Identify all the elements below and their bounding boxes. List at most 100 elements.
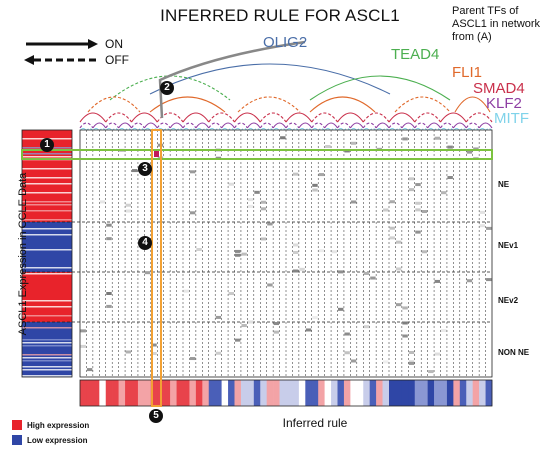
arc-klf2 <box>156 122 171 129</box>
expression-stripe <box>22 369 72 371</box>
matrix-cell <box>344 332 350 336</box>
rule-strip-cell <box>356 380 364 406</box>
arc-smad4 <box>388 112 416 123</box>
arc-fli1 <box>87 96 141 113</box>
rule-strip-cell <box>363 380 370 406</box>
matrix-cell <box>189 357 196 361</box>
matrix-cell <box>247 198 254 202</box>
rule-strip-cell <box>376 380 383 406</box>
rule-strip-cell <box>440 380 448 406</box>
arc-smad4 <box>440 112 467 123</box>
expression-stripe <box>22 342 72 344</box>
arc-smad4 <box>337 112 364 123</box>
arc-klf2 <box>182 122 197 129</box>
matrix-cell <box>215 351 222 355</box>
arc-klf2 <box>440 122 454 129</box>
expression-stripe <box>22 306 72 308</box>
arc-smad4 <box>105 112 132 123</box>
marker-4: 4 <box>138 236 152 250</box>
matrix-cell <box>350 359 357 363</box>
rule-strip-cell <box>92 380 100 406</box>
rule-strip-cell <box>389 380 396 406</box>
matrix-cell <box>228 292 234 296</box>
matrix-cell <box>395 303 402 307</box>
arc-smad4 <box>311 112 338 123</box>
expression-stripe <box>22 354 72 356</box>
rule-strip-cell <box>324 380 332 406</box>
matrix-cell <box>267 283 273 287</box>
arc-klf2 <box>427 122 441 129</box>
matrix-cell <box>421 210 428 214</box>
matrix-cell <box>486 278 492 282</box>
rule-strip-cell <box>253 380 261 406</box>
matrix-cell <box>292 250 299 254</box>
rule-strip-cell <box>453 380 461 406</box>
rule-strip-cell <box>292 380 300 406</box>
matrix-cell <box>415 208 421 212</box>
rule-strip-cell <box>298 380 306 406</box>
arc-klf2 <box>246 122 261 129</box>
rule-strip-cell <box>260 380 267 406</box>
matrix-cell <box>215 315 222 319</box>
row-group-ne: NE <box>498 180 510 189</box>
arc-fli1 <box>309 96 376 113</box>
arc-klf2 <box>285 122 300 129</box>
expression-stripe <box>22 360 72 362</box>
arc-klf2 <box>337 122 351 129</box>
matrix-cell <box>151 343 157 347</box>
expression-stripe <box>22 177 72 179</box>
rule-strip-cell <box>466 380 473 406</box>
matrix-cell <box>434 352 440 356</box>
rule-strip-cell <box>427 380 435 406</box>
rule-strip-cell <box>479 380 486 406</box>
matrix-cell <box>235 253 241 257</box>
rule-strip-cell <box>311 380 319 406</box>
rule-strip-cell <box>286 380 293 406</box>
matrix-cell <box>447 176 453 180</box>
rule-strip-cell <box>337 380 345 406</box>
matrix-cell <box>421 250 428 254</box>
rule-strip-cell <box>195 380 203 406</box>
rule-strip-cell <box>215 380 222 406</box>
rule-strip-cell <box>305 380 313 406</box>
arc-klf2 <box>131 122 145 129</box>
matrix-cell <box>408 350 415 354</box>
arc-klf2 <box>452 122 467 129</box>
matrix-cell <box>299 267 305 271</box>
expression-bar-frame <box>21 129 73 378</box>
marker-3: 3 <box>138 162 152 176</box>
rule-strip-cell <box>459 380 467 406</box>
matrix-cell <box>106 291 112 295</box>
matrix-cell <box>402 137 408 141</box>
matrix-cell <box>318 249 325 253</box>
y-axis-label: ASCL1 Expression in CCLE Data <box>17 172 29 336</box>
arc-klf2 <box>208 122 223 129</box>
matrix-cell <box>318 173 325 177</box>
matrix-cell <box>344 351 350 355</box>
arc-klf2 <box>221 122 235 129</box>
rule-strip-cell <box>421 380 428 406</box>
matrix-cell <box>479 224 486 228</box>
expression-stripe <box>22 168 72 170</box>
matrix-cell <box>370 276 376 280</box>
matrix-cell <box>389 200 395 204</box>
matrix-cell <box>80 329 86 333</box>
matrix-cell <box>260 207 267 211</box>
arc-smad4 <box>414 112 441 123</box>
rule-strip-cell <box>208 380 216 406</box>
inferred-rule-strip <box>79 379 493 407</box>
expression-segment <box>22 322 72 377</box>
matrix-cell <box>196 247 202 251</box>
rule-strip-cell <box>350 380 358 406</box>
matrix-cell <box>434 136 440 140</box>
matrix-cell <box>273 330 280 334</box>
matrix-cell <box>363 325 370 329</box>
matrix-cell <box>312 183 318 187</box>
matrix-cell <box>312 188 318 192</box>
matrix-cell <box>80 344 86 348</box>
marker-1: 1 <box>40 138 54 152</box>
rule-strip-cell <box>382 380 390 406</box>
matrix-cell <box>402 321 408 325</box>
matrix-cell <box>241 252 247 256</box>
matrix-cell <box>106 223 112 227</box>
